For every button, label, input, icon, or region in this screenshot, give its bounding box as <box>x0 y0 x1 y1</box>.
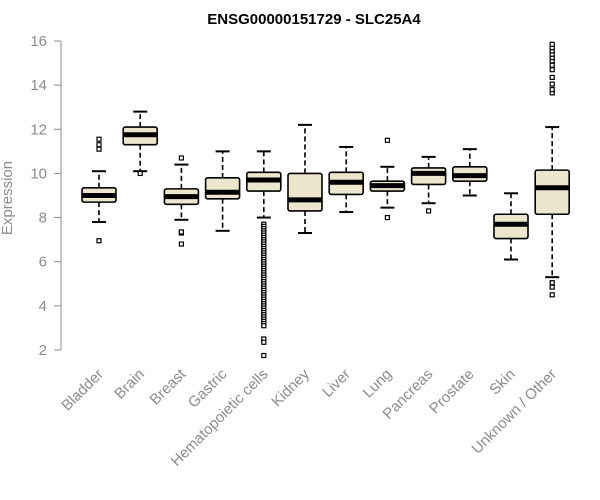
x-tick-label: Lung <box>360 366 396 402</box>
outlier-point <box>549 41 555 47</box>
box-bladder <box>81 136 117 244</box>
outlier-point <box>549 74 555 81</box>
outlier-point <box>549 67 555 73</box>
box-lung <box>369 137 406 221</box>
box-kidney <box>287 123 323 235</box>
box-pancreas <box>410 155 447 214</box>
outlier-point <box>178 155 184 161</box>
outlier-point <box>178 241 184 247</box>
y-tick-label: 2 <box>39 342 47 359</box>
outlier-point <box>549 292 555 298</box>
x-tick-label: Skin <box>486 366 519 399</box>
y-tick-label: 16 <box>30 33 47 50</box>
x-tick-label: Bladder <box>58 366 107 415</box>
box-skin <box>493 192 529 261</box>
box-iqr <box>410 167 447 186</box>
x-tick-label: Brain <box>111 366 148 403</box>
outlier-point <box>549 62 555 68</box>
box-gastric <box>204 150 241 232</box>
outlier-point <box>549 86 555 93</box>
outlier-point <box>96 142 102 148</box>
y-tick-label: 8 <box>39 210 47 227</box>
outlier-point <box>384 214 390 221</box>
chart-title: ENSG00000151729 - SLC25A4 <box>207 11 421 28</box>
y-axis-label: Expression <box>0 161 16 235</box>
outlier-point <box>96 238 102 244</box>
outlier-point <box>549 284 555 290</box>
box-prostate <box>451 148 488 197</box>
outlier-point <box>96 146 102 152</box>
x-tick-label: Prostate <box>426 366 478 418</box>
box-brain <box>122 110 158 177</box>
boxes-layer <box>81 41 571 359</box>
x-tick-label: Kidney <box>268 365 313 410</box>
outlier-point <box>549 280 555 286</box>
outlier-point <box>426 208 432 214</box>
box-hematopoietic-cells <box>246 150 282 359</box>
box-iqr <box>287 172 323 212</box>
box-iqr <box>534 169 571 216</box>
outlier-point <box>96 136 102 142</box>
y-tick-label: 12 <box>30 121 47 138</box>
box-iqr <box>204 177 241 200</box>
x-tick-label: Liver <box>319 366 354 401</box>
y-tick-label: 6 <box>39 254 47 271</box>
box-breast <box>163 155 200 247</box>
outlier-point <box>178 229 184 235</box>
y-tick-label: 10 <box>30 165 47 182</box>
outlier-point <box>384 137 390 143</box>
box-unknown-other <box>534 41 571 298</box>
outlier-point <box>137 170 143 177</box>
y-axis-ticks: 2 4 6 8 10 12 14 16 <box>30 33 61 359</box>
box-liver <box>328 145 365 214</box>
outlier-point <box>261 323 267 329</box>
y-tick-label: 4 <box>39 298 47 315</box>
outlier-point <box>261 339 267 345</box>
x-tick-label: Breast <box>147 365 190 408</box>
outlier-point <box>549 81 555 87</box>
y-tick-label: 14 <box>30 77 47 94</box>
outlier-point <box>261 352 267 359</box>
